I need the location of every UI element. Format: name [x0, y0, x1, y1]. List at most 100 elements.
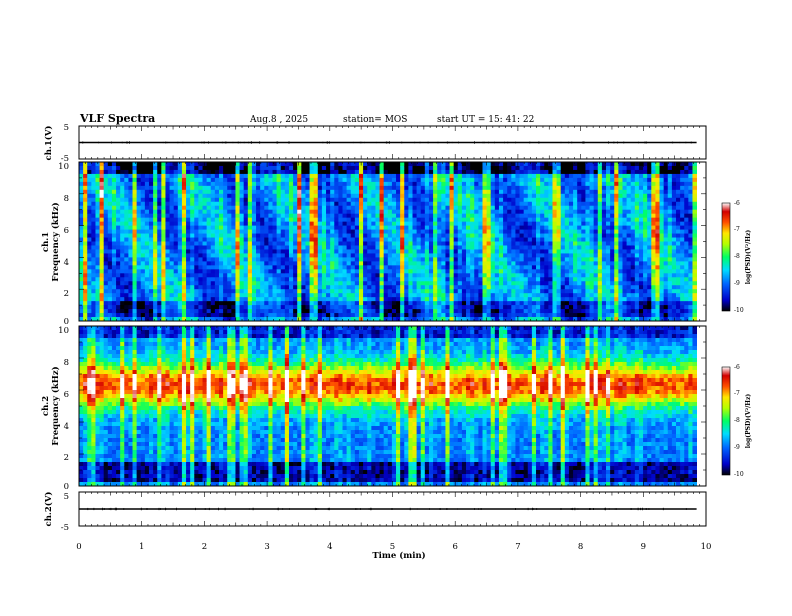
ch1-spectrogram-cell [227, 285, 232, 290]
ch1-spectrogram-cell [144, 285, 150, 290]
ch1-spectrogram-cell [153, 241, 158, 246]
ch1-spectrogram-cell [79, 229, 84, 234]
ch1-spectrogram-cell [223, 165, 228, 171]
ch1-spectrogram-cell [379, 301, 385, 306]
ch1-spectrogram-cell [317, 317, 323, 322]
ch1-spectrogram-cell [206, 169, 212, 175]
ch1-spectrogram-cell [91, 229, 96, 234]
ch1-spectrogram-cell [334, 301, 339, 306]
ch1-spectrogram-cell [330, 313, 335, 318]
ch1-spectrogram-cell [404, 229, 409, 234]
ch1-spectrogram-cell [321, 233, 327, 238]
ch1-spectrogram-cell [404, 277, 409, 282]
ch1-spectrogram-cell [383, 165, 389, 171]
ch1-spectrogram-cell [573, 213, 578, 219]
ch1-spectrogram-cell [177, 193, 183, 199]
ch1-spectrogram-cell [153, 257, 158, 262]
ch1-spectrogram-cell [379, 189, 385, 195]
ch1-spectrogram-cell [309, 177, 315, 183]
ch1-spectrogram-cell [272, 285, 278, 290]
ch1-spectrogram-cell [144, 177, 150, 183]
ch1-spectrogram-cell [173, 225, 179, 230]
ch1-spectrogram-cell [79, 173, 84, 179]
ch1-spectrogram-cell [581, 265, 586, 270]
ch1-spectrogram-cell [293, 273, 298, 278]
ch1-spectrogram-cell [206, 221, 212, 227]
ch1-spectrogram-cell [128, 297, 133, 302]
ch1-spectrogram-cell [453, 185, 459, 191]
ch1-spectrogram-cell [391, 317, 397, 322]
ch1-spectrogram-cell [214, 273, 220, 278]
ch1-spectrogram-cell [540, 269, 545, 274]
ch1-spectrogram-cell [498, 237, 504, 242]
ch1-spectrogram-cell [531, 305, 537, 310]
ch1-spectrogram-cell [589, 221, 595, 227]
ch1-spectrogram-cell [350, 217, 356, 223]
ch1-spectrogram-cell [272, 221, 278, 227]
ch1-spectrogram-cell [540, 209, 545, 215]
ch1-spectrogram-cell [227, 265, 232, 270]
ch1-spectrogram-cell [519, 209, 525, 215]
ch1-spectrogram-cell [256, 205, 261, 211]
ch1-spectrogram-cell [338, 237, 343, 242]
ch1-spectrogram-cell [169, 293, 175, 298]
ch1-spectrogram-cell [330, 261, 335, 266]
ch1-spectrogram-cell [544, 241, 549, 246]
ch1-spectrogram-cell [342, 225, 348, 230]
ch1-spectrogram-cell [264, 285, 269, 290]
ch1-spectrogram-cell [474, 289, 479, 294]
ch1-spectrogram-cell [301, 181, 306, 187]
ch1-spectrogram-cell [391, 213, 397, 219]
ch1-spectrogram-cell [305, 201, 310, 207]
ch1-spectrogram-cell [305, 297, 310, 302]
ch1-spectrogram-cell [396, 213, 401, 219]
ch1-spectrogram-cell [466, 241, 471, 246]
ch1-spectrogram-cell [116, 277, 121, 282]
ch1-spectrogram-cell [577, 245, 582, 250]
ch1-spectrogram-cell [358, 241, 364, 246]
ch1-spectrogram-cell [305, 265, 310, 270]
ch1-spectrogram-cell [124, 253, 129, 258]
ch1-spectrogram-cell [231, 249, 236, 254]
ch1-spectrogram-cell [560, 309, 566, 314]
ch1-spectrogram-cell [486, 281, 492, 286]
ch1-spectrogram-cell [293, 173, 298, 179]
ch1-spectrogram-cell [338, 309, 343, 314]
ch1-spectrogram-cell [494, 225, 500, 230]
ch1-spectrogram-cell [177, 249, 183, 254]
ch1-spectrogram-cell [132, 257, 138, 262]
ch1-spectrogram-cell [173, 165, 179, 171]
ch1-spectrogram-cell [231, 177, 236, 183]
ch1-spectrogram-cell [140, 293, 146, 298]
ch1-spectrogram-cell [404, 173, 409, 179]
ch1-spectrogram-cell [396, 201, 401, 207]
ch1-spectrogram-cell [99, 193, 105, 199]
ch1-spectrogram-cell [470, 241, 475, 246]
ch1-spectrogram-cell [428, 205, 434, 211]
ch1-spectrogram-cell [165, 169, 170, 175]
ch1-spectrogram-cell [313, 165, 319, 171]
ch1-spectrogram-cell [177, 265, 183, 270]
ch1-spectrogram-cell [540, 173, 545, 179]
date-label: Aug.8 , 2025 [249, 115, 308, 125]
ch1-spectrogram-cell [202, 297, 208, 302]
ch1-spectrogram-cell [157, 301, 162, 306]
ch1-spectrogram-cell [568, 221, 574, 227]
ch1-spectrogram-cell [317, 257, 323, 262]
ch1-spectrogram-cell [503, 285, 508, 290]
ch1-spectrogram-cell [132, 265, 138, 270]
ch1-spectrogram-cell [424, 209, 430, 215]
ch1-spectrogram-cell [396, 189, 401, 195]
ch1-spectrogram-cell [523, 229, 529, 234]
ch1-spectrogram-cell [276, 277, 282, 282]
ch1-spectrogram-cell [564, 237, 570, 242]
ch1-spectrogram-cell [210, 241, 216, 246]
ch1-spectrogram-cell [268, 189, 273, 195]
ch1-spectrogram-cell [527, 261, 533, 266]
ch1-spectrogram-cell [206, 201, 212, 207]
ch1-spectrogram-cell [556, 257, 562, 262]
ch1-spectrogram-cell [247, 313, 253, 318]
ch1-spectrogram-cell [400, 201, 405, 207]
ch1-spectrogram-cell [148, 289, 154, 294]
ch1-spectrogram-cell [334, 317, 339, 322]
